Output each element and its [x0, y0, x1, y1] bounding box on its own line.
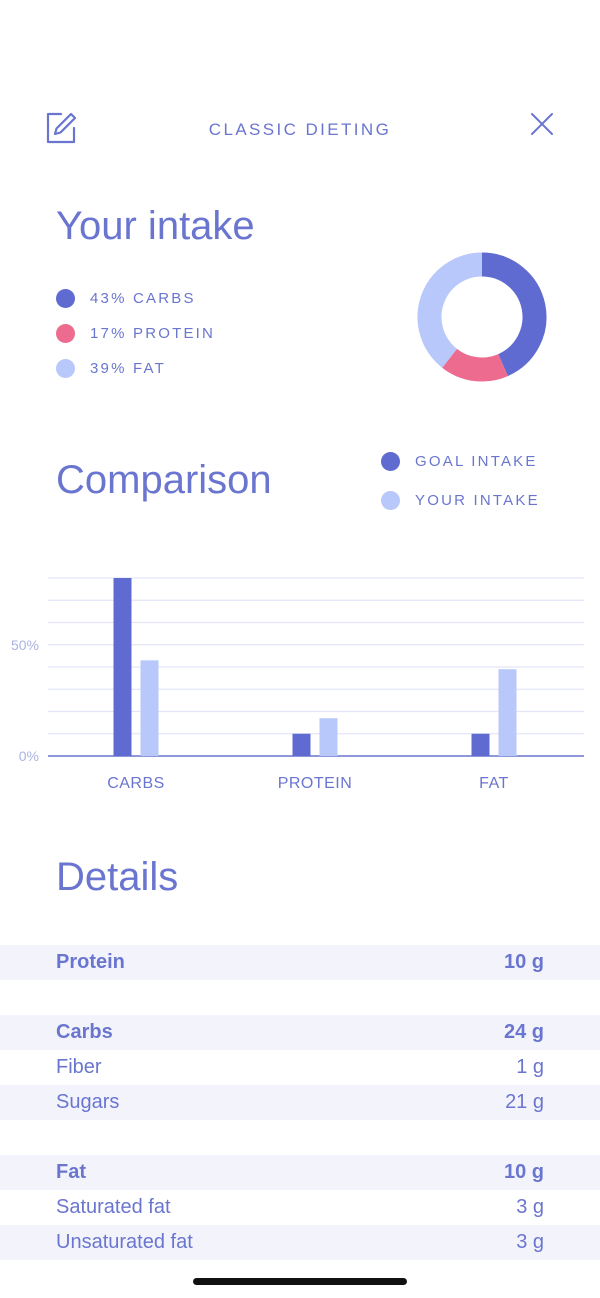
comparison-legend-yours: YOUR INTAKE [381, 489, 540, 511]
details-row-label: Unsaturated fat [56, 1231, 193, 1253]
donut-slice-fat [417, 252, 483, 368]
details-spacer [0, 980, 600, 1015]
bar-fat-yours [498, 669, 517, 756]
details-row-label: Sugars [56, 1091, 120, 1113]
details-row-label: Fat [56, 1161, 86, 1183]
intake-legend-fat: 39% FAT [56, 357, 166, 379]
close-button[interactable] [526, 108, 558, 140]
comparison-legend-label: YOUR INTAKE [415, 491, 540, 509]
details-row-label: Carbs [56, 1021, 113, 1043]
details-row: Saturated fat 3 g [0, 1190, 600, 1225]
close-icon [531, 113, 553, 135]
details-row: Fat 10 g [0, 1155, 600, 1190]
intake-title: Your intake [56, 204, 255, 248]
x-tick-label: PROTEIN [278, 775, 353, 792]
intake-legend-label: 17% PROTEIN [90, 324, 216, 342]
edit-icon [46, 112, 77, 144]
details-row-value: 24 g [503, 1021, 544, 1043]
details-row-label: Protein [56, 951, 125, 973]
edit-button[interactable] [42, 108, 80, 146]
details-row-value: 3 g [516, 1196, 544, 1218]
details-row-label: Fiber [56, 1056, 102, 1078]
bar-carbs-goal [113, 578, 132, 756]
comparison-legend-goal: GOAL INTAKE [381, 450, 538, 472]
details-spacer [0, 1120, 600, 1155]
details-row: Fiber 1 g [0, 1050, 600, 1085]
comparison-bar-chart: 0% 50% CARBS PROTEIN FAT [11, 577, 584, 792]
yours-dot [381, 490, 400, 510]
details-row-value: 1 g [516, 1056, 544, 1078]
details-row-value: 10 g [503, 951, 544, 973]
fat-dot [56, 358, 75, 378]
x-tick-label: CARBS [107, 775, 165, 792]
intake-legend-label: 43% CARBS [90, 289, 196, 307]
details-row: Unsaturated fat 3 g [0, 1225, 600, 1260]
intake-legend-carbs: 43% CARBS [56, 287, 196, 309]
carbs-dot [56, 288, 75, 308]
bar-carbs-yours [140, 660, 159, 756]
comparison-legend-label: GOAL INTAKE [415, 452, 538, 470]
intake-donut-chart [417, 252, 547, 382]
details-row-label: Saturated fat [56, 1196, 171, 1218]
details-table: Protein 10 g Carbs 24 g Fiber 1 g Sugars 21 g Fa… [0, 945, 600, 1260]
page-title: CLASSIC DIETING [208, 120, 392, 139]
details-row-value: 10 g [503, 1161, 544, 1183]
details-title: Details [56, 855, 179, 899]
details-row-value: 3 g [516, 1231, 544, 1253]
goal-dot [381, 451, 400, 471]
details-row: Sugars 21 g [0, 1085, 600, 1120]
intake-legend-label: 39% FAT [90, 359, 166, 377]
details-row: Protein 10 g [0, 945, 600, 980]
y-tick-label: 0% [19, 748, 39, 764]
donut-slice-protein [442, 348, 508, 382]
details-row-value: 21 g [505, 1091, 544, 1113]
intake-legend-protein: 17% PROTEIN [56, 322, 215, 344]
home-indicator[interactable] [193, 1278, 407, 1285]
details-row: Carbs 24 g [0, 1015, 600, 1050]
comparison-title: Comparison [56, 458, 272, 502]
donut-slice-carbs [481, 252, 547, 377]
bar-fat-goal [471, 733, 490, 756]
x-tick-label: FAT [479, 775, 509, 792]
y-tick-label: 50% [11, 637, 39, 653]
bar-protein-goal [292, 733, 311, 756]
protein-dot [56, 323, 75, 343]
bar-protein-yours [319, 718, 338, 756]
